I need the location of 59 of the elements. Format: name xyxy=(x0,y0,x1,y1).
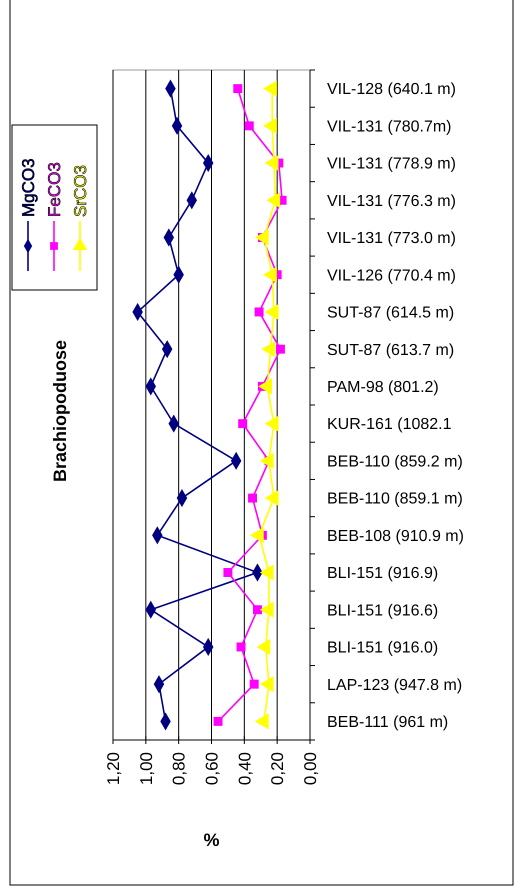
point xyxy=(254,713,269,730)
text: SrCO3 xyxy=(70,165,90,217)
y-tick-label: SUT-87 (614.5 m) xyxy=(327,304,454,322)
y-tick-label: VIL-128 (640.1 m) xyxy=(327,81,456,98)
y-tick-label: BEB-111 (961 m) xyxy=(327,714,448,731)
y-tick-label: BEB-110 (859.2 m) xyxy=(327,453,463,470)
point xyxy=(233,84,242,94)
point xyxy=(261,341,276,358)
point xyxy=(254,307,264,316)
point xyxy=(256,638,270,655)
point xyxy=(260,676,274,692)
x-tick-label: 0,00 xyxy=(301,752,320,786)
text: Brachiopoduose xyxy=(50,340,70,482)
point xyxy=(263,118,277,134)
point xyxy=(266,192,280,208)
point xyxy=(276,344,285,354)
x-tick-label: 0,20 xyxy=(268,752,288,786)
y-tick-label: VIL-131 (776.3 m) xyxy=(327,192,456,210)
point xyxy=(250,680,259,689)
point xyxy=(263,266,277,283)
point xyxy=(248,494,258,503)
y-tick-label: BLI-151 (916.9) xyxy=(327,565,438,582)
x-tick-label: 0,80 xyxy=(170,752,189,786)
point xyxy=(250,527,264,544)
point xyxy=(264,416,278,432)
point xyxy=(264,155,278,172)
y-tick-label: LAP-123 (947.8 m) xyxy=(327,676,462,694)
x-tick-label: 0,40 xyxy=(235,752,254,786)
point xyxy=(263,80,277,97)
point xyxy=(238,419,248,428)
point xyxy=(244,121,254,130)
point xyxy=(260,452,274,469)
point xyxy=(254,230,269,246)
x-tick-label: 1,00 xyxy=(136,752,156,786)
y-tick-label: BLI-151 (916.6) xyxy=(327,602,438,620)
point xyxy=(223,568,232,577)
y-tick-label: VIL-131 (780.7m) xyxy=(327,118,452,136)
point xyxy=(260,602,274,618)
point xyxy=(260,564,274,580)
text: MgCO3 xyxy=(18,158,38,217)
y-tick-label: PAM-98 (801.2) xyxy=(327,378,439,396)
x-tick-label: 0,60 xyxy=(202,752,222,786)
y-tick-label: SUT-87 (613.7 m) xyxy=(327,342,454,359)
y-tick-label: VIL-131 (778.9 m) xyxy=(327,156,456,173)
point xyxy=(264,490,278,506)
x-tick-label: 1,20 xyxy=(104,752,123,786)
y-tick-label: KUR-161 (1082.1 xyxy=(327,416,452,434)
point xyxy=(236,642,246,652)
point xyxy=(214,716,223,726)
point xyxy=(264,304,278,320)
y-tick-label: BLI-151 (916.0) xyxy=(327,640,438,657)
y-tick-label: BEB-110 (859.1 m) xyxy=(327,490,463,508)
x-axis-title: % xyxy=(203,830,220,850)
y-tick-label: BEB-108 (910.9 m) xyxy=(327,528,464,545)
text: FeCO3 xyxy=(44,162,64,217)
y-tick-label: VIL-126 (770.4 m) xyxy=(327,267,456,284)
point xyxy=(258,378,272,394)
point xyxy=(252,605,262,614)
y-tick-label: VIL-131 (773.0 m) xyxy=(327,230,456,248)
